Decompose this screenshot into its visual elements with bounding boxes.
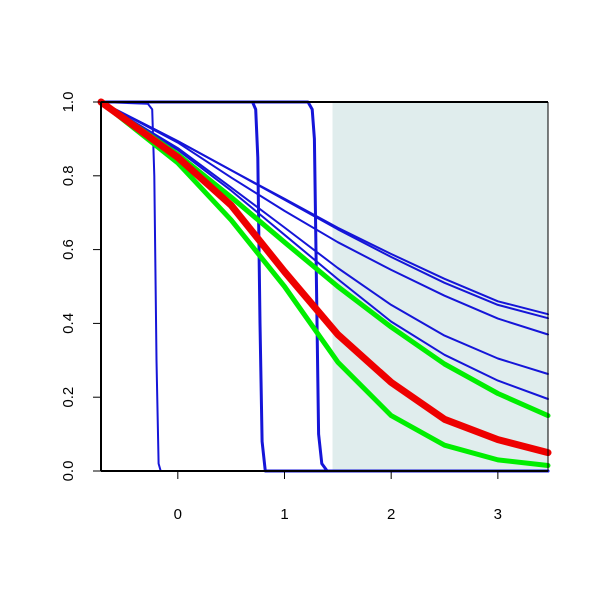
shaded-region (332, 102, 548, 471)
x-tick-label: 0 (174, 506, 182, 523)
x-tick-label: 3 (494, 506, 502, 523)
shaded-region-layer (332, 102, 548, 471)
series-line-7 (100, 101, 549, 375)
curves-layer (97, 98, 552, 473)
y-tick-label: 1.0 (60, 92, 77, 113)
x-tick-label: 1 (280, 506, 288, 523)
y-tick-label: 0.8 (60, 165, 77, 186)
series-line-5 (100, 101, 549, 320)
series-line-10 (98, 99, 551, 468)
series-line-6 (100, 101, 549, 336)
y-tick-label: 0.2 (60, 387, 77, 408)
series-line-1 (100, 101, 549, 472)
axes-layer: 0 1 2 3 0.0 0.2 0.4 0.6 0.8 1.0 (60, 92, 549, 523)
y-tick-label: 0.0 (60, 461, 77, 482)
series-line-8 (100, 101, 549, 400)
x-tick-label: 2 (387, 506, 395, 523)
y-tick-label: 0.6 (60, 239, 77, 260)
series-line-11 (97, 98, 552, 457)
series-line-3 (99, 100, 550, 473)
y-tick-label: 0.4 (60, 313, 77, 334)
